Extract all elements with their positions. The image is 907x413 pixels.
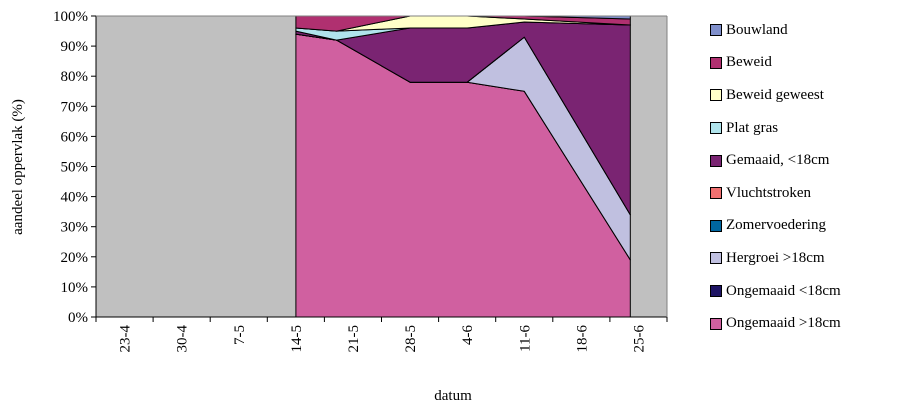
legend-label: Zomervoedering (726, 217, 826, 234)
legend-item: Gemaaid, <18cm (710, 144, 905, 177)
legend-item: Bouwland (710, 14, 905, 47)
x-tick-label: 4-6 (460, 325, 476, 345)
legend-item: Vluchtstroken (710, 177, 905, 210)
x-tick-label: 25-6 (632, 325, 648, 353)
legend: Bouwland Beweid Beweid geweest Plat gras Gem… (710, 14, 905, 340)
y-tick-label: 40% (61, 190, 89, 206)
x-tick-label: 11-6 (517, 325, 533, 352)
y-tick-label: 50% (61, 160, 89, 176)
x-tick-label: 21-5 (346, 325, 362, 353)
legend-swatch (710, 219, 722, 232)
legend-label: Gemaaid, <18cm (726, 152, 830, 169)
legend-label: Hergroei >18cm (726, 249, 825, 266)
legend-swatch (710, 252, 722, 265)
legend-swatch (710, 154, 722, 167)
y-tick-label: 90% (61, 39, 89, 55)
y-axis-label: aandeel oppervlak (%) (10, 99, 26, 235)
legend-item: Beweid geweest (710, 79, 905, 112)
legend-swatch (710, 122, 722, 135)
y-tick-label: 30% (61, 220, 89, 236)
legend-item: Hergroei >18cm (710, 242, 905, 275)
y-ticks: 0% 10% 20% 30% 40% 50% 60% 70% 80% 90% 100% (53, 9, 96, 326)
x-tick-label: 28-5 (403, 325, 419, 353)
x-tick-label: 30-4 (175, 325, 191, 353)
y-tick-label: 60% (61, 129, 89, 145)
legend-label: Ongemaaid <18cm (726, 282, 841, 299)
x-tick-label: 23-4 (118, 325, 134, 353)
y-tick-label: 100% (53, 9, 88, 25)
legend-swatch (710, 317, 722, 330)
y-tick-label: 10% (61, 280, 89, 296)
y-tick-label: 80% (61, 69, 89, 85)
x-tick-label: 7-5 (232, 325, 248, 345)
x-tick-label: 14-5 (289, 325, 305, 353)
legend-label: Ongemaaid >18cm (726, 315, 841, 332)
legend-label: Plat gras (726, 119, 779, 136)
legend-swatch (710, 24, 722, 37)
legend-swatch (710, 89, 722, 102)
legend-item: Zomervoedering (710, 210, 905, 243)
legend-item: Ongemaaid <18cm (710, 275, 905, 308)
legend-item: Beweid (710, 47, 905, 80)
x-tick-label: 18-6 (574, 325, 590, 353)
legend-item: Ongemaaid >18cm (710, 307, 905, 340)
x-ticks: 23-4 30-4 7-5 14-5 21-5 28-5 4-6 11-6 18-6 25-6 (95, 317, 668, 353)
legend-item: Plat gras (710, 112, 905, 145)
legend-swatch (710, 285, 722, 298)
legend-swatch (710, 187, 722, 200)
legend-label: Beweid geweest (726, 86, 824, 103)
legend-label: Vluchtstroken (726, 184, 811, 201)
y-tick-label: 70% (61, 99, 89, 115)
stacked-areas (295, 15, 631, 318)
y-tick-label: 0% (68, 310, 88, 326)
legend-swatch (710, 56, 722, 69)
x-axis-label: datum (434, 388, 472, 404)
y-tick-label: 20% (61, 250, 89, 266)
legend-label: Bouwland (726, 21, 788, 38)
legend-label: Beweid (726, 54, 772, 71)
